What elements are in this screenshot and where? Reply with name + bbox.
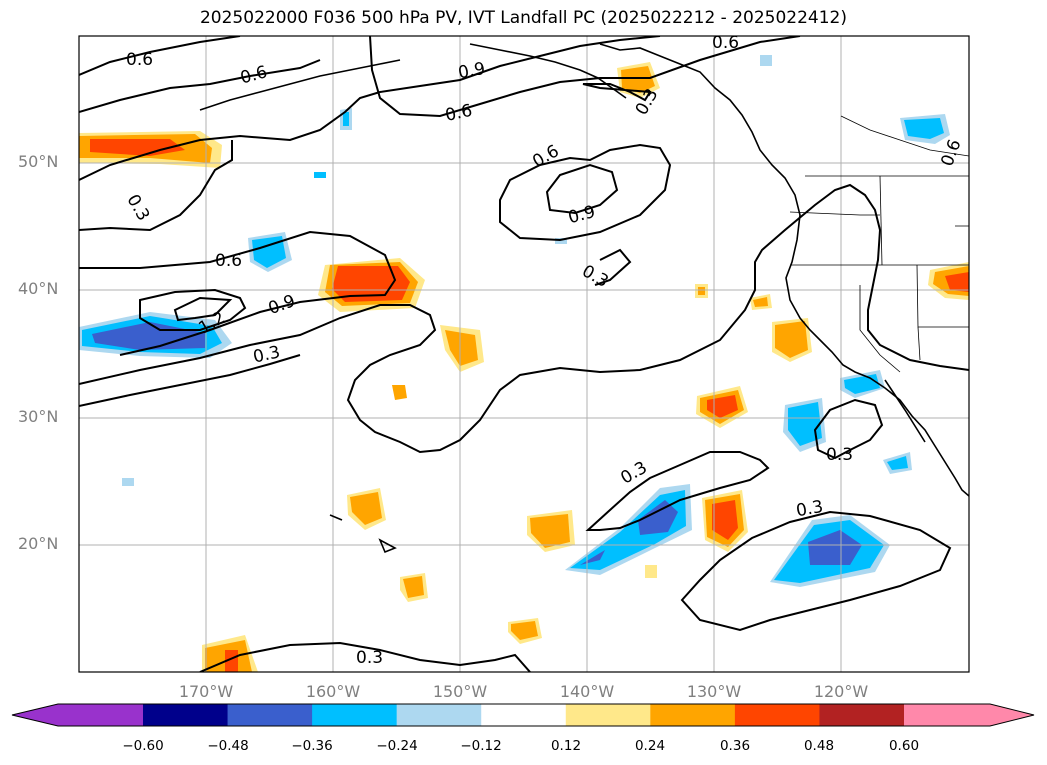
positive-anomaly-patch (617, 62, 660, 98)
colorbar-tick-label: −0.48 (207, 738, 249, 754)
contour-label: 0.6 (215, 251, 242, 271)
lon-tick-label: 150°W (432, 682, 488, 701)
map-frame (78, 35, 970, 673)
positive-anomaly-patch (772, 318, 812, 362)
contour-label: 0.6 (712, 33, 739, 53)
negative-anomaly-patch (883, 452, 912, 474)
colorbar-tick-label: −0.36 (291, 738, 333, 754)
contour-label: 0.3 (617, 458, 650, 489)
negative-anomaly-patch (900, 114, 950, 144)
contour-label: 0.9 (266, 291, 298, 319)
positive-anomaly-patch (440, 325, 484, 372)
contour-label: 0.6 (126, 50, 153, 70)
map-title: 2025022000 F036 500 hPa PV, IVT Landfall… (199, 8, 847, 28)
state-borders (789, 115, 969, 373)
lon-tick-label: 130°W (686, 682, 742, 701)
positive-anomaly-patch (695, 284, 708, 298)
lat-tick-label: 40°N (18, 279, 59, 298)
negative-anomaly-patch (248, 232, 292, 272)
positive-anomaly-patch (702, 490, 748, 552)
negative-anomaly-patch (770, 515, 890, 587)
pv-contours (79, 36, 969, 672)
colorbar-tick-label: 0.24 (634, 738, 666, 754)
shaded-anomaly-field (79, 55, 969, 672)
lon-tick-label: 160°W (305, 682, 361, 701)
positive-anomaly-patch (527, 510, 575, 552)
contour-label: 0.9 (457, 59, 487, 83)
positive-anomaly-patch (79, 131, 222, 168)
colorbar-tick-label: −0.12 (460, 738, 502, 754)
contour-label: 0.6 (238, 62, 269, 88)
positive-anomaly-patch (347, 488, 386, 530)
negative-anomaly-patch (760, 55, 772, 66)
coastlines (199, 43, 969, 554)
lat-tick-label: 30°N (18, 407, 59, 426)
positive-anomaly-patch (696, 386, 748, 428)
contour-label: 0.6 (937, 137, 965, 169)
colorbar-tick-label: −0.60 (122, 738, 164, 754)
contour-label: 0.3 (826, 445, 853, 465)
colorbar-tick-label: 0.48 (803, 738, 835, 754)
lon-tick-label: 140°W (559, 682, 615, 701)
positive-anomaly-patch (508, 618, 542, 644)
contour-label: 0.9 (566, 202, 597, 228)
contour-label: 0.3 (122, 191, 153, 224)
colorbar-tick-label: 0.12 (550, 738, 582, 754)
lat-tick-label: 50°N (18, 152, 59, 171)
negative-anomaly-patch (783, 398, 826, 452)
positive-anomaly-patch (400, 573, 428, 602)
colorbar-tick-label: 0.60 (888, 738, 920, 754)
contour-label: 0.3 (251, 342, 282, 367)
contour-label: 0.3 (795, 497, 825, 521)
contour-label: 0.3 (356, 648, 383, 668)
positive-anomaly-patch (392, 385, 407, 400)
colorbar-tick-label: −0.24 (376, 738, 418, 754)
contour-label: 0.6 (443, 101, 474, 126)
negative-anomaly-patch (565, 484, 692, 575)
lon-tick-label: 170°W (178, 682, 234, 701)
positive-anomaly-patch (645, 565, 657, 578)
colorbar-tick-label: 0.36 (719, 738, 751, 754)
lat-tick-label: 20°N (18, 534, 59, 553)
positive-anomaly-patch (928, 262, 969, 300)
positive-anomaly-patch (318, 258, 425, 312)
positive-anomaly-patch (750, 294, 772, 310)
contour-label: 0.3 (578, 261, 611, 292)
lon-tick-label: 120°W (813, 682, 869, 701)
